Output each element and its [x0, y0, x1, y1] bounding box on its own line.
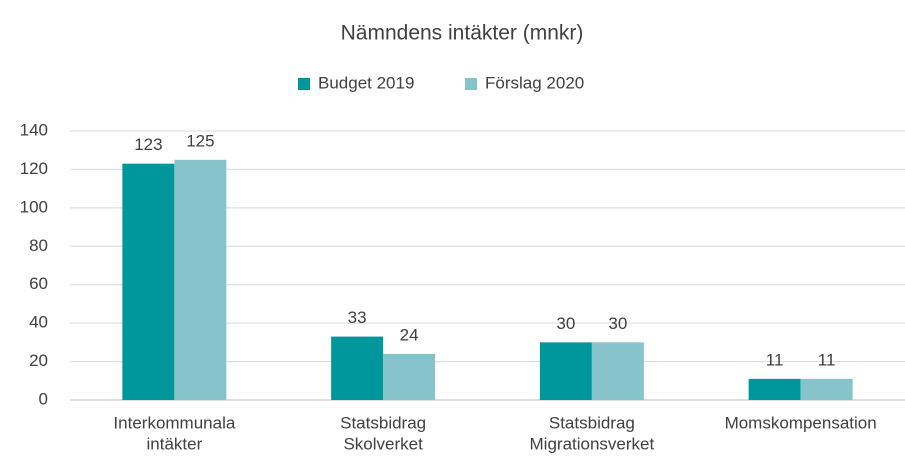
data-label: 123 — [134, 135, 162, 154]
x-tick-label: Migrationsverket — [530, 434, 655, 453]
data-label: 24 — [400, 325, 419, 344]
y-tick-label: 20 — [29, 351, 48, 370]
data-label: 11 — [818, 350, 836, 369]
x-tick-label: intäkter — [147, 434, 203, 453]
data-label: 30 — [556, 314, 575, 333]
bar — [591, 342, 644, 400]
x-tick-label: Skolverket — [343, 434, 423, 453]
x-tick-label: Statsbidrag — [340, 413, 426, 432]
chart-title: Nämndens intäkter (mnkr) — [341, 22, 584, 45]
bar — [800, 378, 853, 400]
data-label: 125 — [186, 131, 214, 150]
legend-label: Budget 2019 — [318, 73, 414, 92]
x-tick-label: Momskompensation — [725, 413, 877, 432]
legend-label: Förslag 2020 — [485, 73, 584, 92]
bar — [331, 336, 384, 400]
y-tick-label: 120 — [20, 159, 48, 178]
data-label: 30 — [608, 314, 627, 333]
bar — [539, 342, 592, 400]
x-tick-label: Interkommunala — [113, 413, 235, 432]
legend-swatch — [298, 78, 310, 90]
y-tick-label: 0 — [39, 389, 48, 408]
y-tick-label: 100 — [20, 197, 48, 216]
legend-swatch — [465, 78, 477, 90]
y-tick-label: 140 — [20, 120, 48, 139]
data-label: 11 — [766, 350, 784, 369]
y-tick-label: 80 — [29, 236, 48, 255]
bar — [383, 353, 436, 400]
bar — [748, 378, 801, 400]
bar — [122, 163, 175, 400]
bar — [174, 159, 227, 400]
y-tick-label: 60 — [29, 274, 48, 293]
x-tick-label: Statsbidrag — [549, 413, 635, 432]
y-tick-label: 40 — [29, 313, 48, 332]
data-label: 33 — [348, 308, 367, 327]
